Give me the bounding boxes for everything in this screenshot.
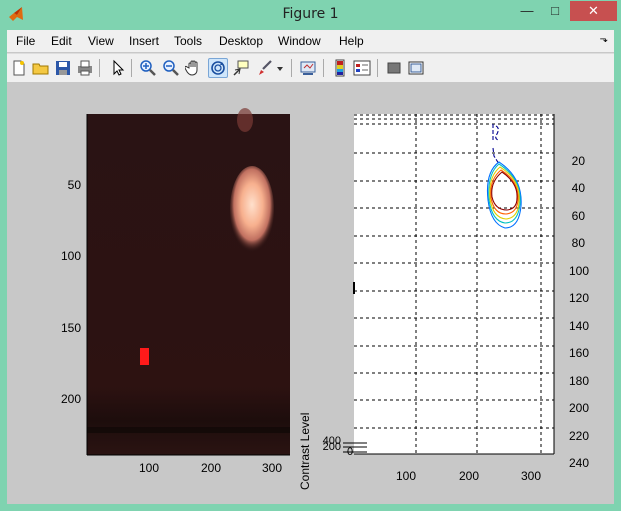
rotate-3d-icon[interactable] <box>208 58 228 78</box>
right-ytick-100: 100 <box>569 264 589 278</box>
menu-help[interactable]: Help <box>339 34 364 48</box>
colorbar-tick-0: 0 <box>347 446 353 458</box>
menu-overflow-icon[interactable]: ⬎ <box>599 34 608 45</box>
new-figure-icon[interactable] <box>10 59 28 77</box>
figure-canvas[interactable]: 100 200 300 50 100 150 200 <box>7 82 614 504</box>
left-xtick-200: 200 <box>201 461 221 475</box>
right-ytick-80: 80 <box>572 236 586 250</box>
link-plot-icon[interactable] <box>299 59 317 77</box>
menu-tools[interactable]: Tools <box>174 34 203 48</box>
menu-bar: File Edit View Insert Tools Desktop Wind… <box>7 30 614 52</box>
hide-plot-tools-icon[interactable] <box>385 59 403 77</box>
minimize-button[interactable]: — <box>520 3 534 18</box>
figure-toolbar <box>7 53 614 83</box>
dark-band <box>87 427 290 433</box>
left-x-tick-labels: 100 200 300 <box>139 461 282 475</box>
right-ytick-200: 200 <box>569 401 589 415</box>
left-xtick-100: 100 <box>139 461 159 475</box>
right-ytick-220: 220 <box>569 429 589 443</box>
contour-grid <box>354 114 554 454</box>
figure-svg: 100 200 300 50 100 150 200 <box>61 108 589 490</box>
right-ytick-20: 20 <box>572 154 586 168</box>
bright-blob <box>230 166 274 252</box>
right-ytick-240: 240 <box>569 456 589 470</box>
menu-file[interactable]: File <box>16 34 36 48</box>
image-background <box>87 114 290 455</box>
contour-plot-background <box>354 114 554 454</box>
right-ytick-60: 60 <box>572 209 586 223</box>
right-ytick-40: 40 <box>572 181 586 195</box>
right-x-tick-labels: 100 200 300 <box>396 469 541 483</box>
right-ytick-120: 120 <box>569 291 589 305</box>
left-ytick-50: 50 <box>68 178 82 192</box>
colorbar-tick-200: 200 <box>323 441 341 453</box>
faint-blob <box>237 108 253 132</box>
menu-edit[interactable]: Edit <box>51 34 72 48</box>
toolbar-separator <box>131 59 132 77</box>
save-icon[interactable] <box>54 59 72 77</box>
toolbar-separator <box>291 59 292 77</box>
right-ytick-160: 160 <box>569 346 589 360</box>
left-y-tick-labels: 50 100 150 200 <box>61 178 81 406</box>
title-bar[interactable]: Figure 1 — □ ✕ <box>0 0 621 30</box>
show-plot-tools-icon[interactable] <box>407 59 425 77</box>
matlab-logo-icon <box>9 7 23 21</box>
brush-icon[interactable] <box>256 59 274 77</box>
data-cursor-icon[interactable] <box>232 59 250 77</box>
close-button[interactable]: ✕ <box>570 1 617 21</box>
insert-legend-icon[interactable] <box>353 59 371 77</box>
colorbar-stub: 400 200 0 <box>323 435 367 458</box>
figure-client-area: File Edit View Insert Tools Desktop Wind… <box>7 30 614 504</box>
menu-view[interactable]: View <box>88 34 114 48</box>
dropdown-arrow-icon[interactable] <box>275 59 285 77</box>
colorbar-tick-400: 400 <box>323 435 341 447</box>
edit-plot-arrow-icon[interactable] <box>109 59 127 77</box>
left-xtick-300: 300 <box>262 461 282 475</box>
right-ytick-180: 180 <box>569 374 589 388</box>
right-xtick-300: 300 <box>521 469 541 483</box>
right-y-tick-labels: 20 40 60 80 100 120 140 160 180 200 220 … <box>569 154 589 470</box>
red-marker <box>140 348 149 365</box>
toolbar-separator <box>323 59 324 77</box>
right-xtick-100: 100 <box>396 469 416 483</box>
pan-hand-icon[interactable] <box>185 59 203 77</box>
left-ytick-100: 100 <box>61 249 81 263</box>
menu-window[interactable]: Window <box>278 34 321 48</box>
left-ytick-150: 150 <box>61 321 81 335</box>
maximize-button[interactable]: □ <box>551 3 559 18</box>
open-file-icon[interactable] <box>32 59 50 77</box>
left-image-axes[interactable]: 100 200 300 50 100 150 200 <box>61 108 290 475</box>
toolbar-separator <box>377 59 378 77</box>
toolbar-separator <box>99 59 100 77</box>
print-icon[interactable] <box>76 59 94 77</box>
contrast-level-label: Contrast Level <box>298 413 312 490</box>
right-contour-axes[interactable]: 100 200 300 20 40 60 80 100 120 140 160 … <box>298 114 589 490</box>
left-ytick-200: 200 <box>61 392 81 406</box>
right-ytick-140: 140 <box>569 319 589 333</box>
insert-colorbar-icon[interactable] <box>331 59 349 77</box>
menu-insert[interactable]: Insert <box>129 34 160 48</box>
right-xtick-200: 200 <box>459 469 479 483</box>
contour-lines <box>486 124 522 229</box>
zoom-in-icon[interactable] <box>139 59 157 77</box>
menu-desktop[interactable]: Desktop <box>219 34 264 48</box>
zoom-out-icon[interactable] <box>162 59 180 77</box>
window-title: Figure 1 <box>282 6 339 22</box>
